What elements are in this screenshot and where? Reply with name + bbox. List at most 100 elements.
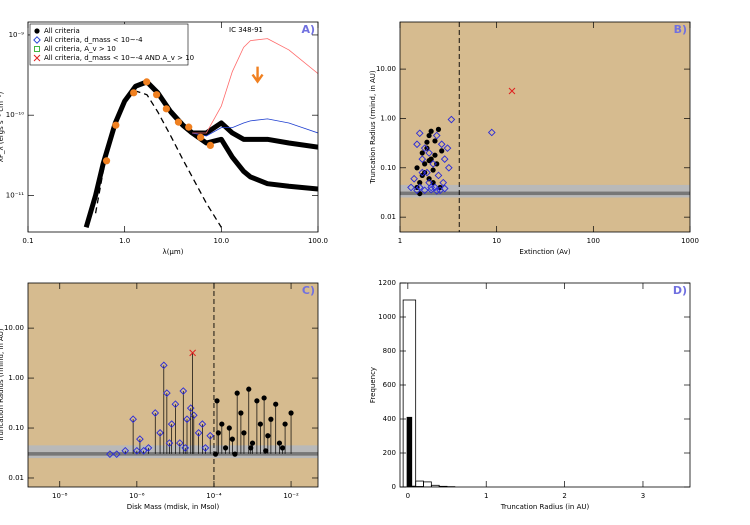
dot-marker (219, 421, 225, 427)
photometry-point (162, 105, 170, 113)
x-tick-label: 1000 (681, 237, 699, 245)
dot-marker (246, 386, 252, 392)
diamond-marker (444, 163, 453, 172)
diamond-marker (198, 420, 207, 428)
legend-label: All criteria, d_mass < 10~-4 (44, 36, 143, 44)
dot-marker (273, 401, 279, 407)
y-tick-label: 10⁻¹¹ (6, 191, 24, 199)
dot-marker (414, 165, 420, 171)
panel-label: B) (674, 23, 687, 36)
diamond-marker (129, 415, 137, 424)
plot-frame (27, 21, 319, 233)
diamond-marker (136, 435, 144, 443)
reference-band (400, 191, 690, 196)
diamond-marker (439, 178, 448, 187)
legend-box (29, 23, 189, 66)
diamond-marker (133, 446, 141, 455)
dot-marker (417, 190, 423, 197)
legend-label: All criteria (44, 27, 80, 35)
dot-marker (212, 451, 219, 457)
dot-marker (419, 150, 425, 156)
x-axis-title: λ(μm) (163, 248, 184, 256)
diamond-marker (159, 361, 168, 370)
x-tick-label: 1 (398, 237, 402, 245)
y-tick-label: 800 (383, 347, 396, 355)
diamond-marker (425, 178, 433, 187)
dot-marker (263, 448, 269, 454)
plot-frame (399, 21, 691, 233)
diamond-marker (201, 444, 210, 452)
x-axis-title: Truncation Radius (in AU) (500, 503, 590, 511)
diamond-marker (179, 387, 188, 395)
y-tick-label: 600 (383, 381, 396, 389)
diamond-marker (437, 140, 446, 149)
x-axis-title: Extinction (Av) (519, 248, 570, 256)
x-marker (189, 349, 196, 357)
y-tick-label: 0.01 (8, 474, 24, 482)
x-marker (33, 54, 41, 62)
histogram-bar (402, 299, 417, 487)
diamond-marker (434, 171, 443, 180)
model-sed (192, 118, 318, 137)
diamond-marker (139, 446, 148, 455)
plot-frame (27, 282, 319, 488)
x-tick-label: 1.0 (119, 237, 130, 245)
x-tick-label: 100 (587, 237, 600, 245)
dot-marker (424, 139, 430, 145)
dot-marker (432, 138, 438, 144)
diamond-marker (206, 431, 215, 440)
diamond-marker (432, 187, 441, 195)
dot-marker (430, 167, 436, 173)
plot-area (83, 38, 318, 229)
y-tick-label: 1.00 (380, 114, 396, 122)
diamond-marker (425, 149, 433, 157)
diamond-marker (181, 444, 190, 452)
diamond-marker (440, 184, 449, 193)
y-axis-title: Truncation Radius (rmind, in AU) (369, 70, 377, 185)
y-tick-label: 400 (383, 415, 396, 423)
diamond-marker (410, 174, 418, 183)
dot-marker (417, 180, 423, 186)
diamond-marker (447, 115, 456, 124)
y-axis-title: Frequency (369, 367, 377, 403)
diamond-marker (487, 128, 496, 137)
diamond-marker (175, 439, 184, 447)
diamond-marker (194, 429, 203, 437)
dot-marker (430, 180, 436, 186)
x-tick-label: 100.0 (308, 237, 328, 245)
x-tick-label: 1 (484, 492, 488, 500)
diamond-marker (112, 450, 121, 458)
diamond-marker (151, 409, 160, 417)
diamond-marker (427, 185, 435, 194)
dot-marker (222, 445, 229, 451)
diamond-marker (420, 186, 429, 195)
plot-area (400, 22, 690, 232)
dot-marker (34, 28, 40, 34)
y-tick-label: 0.01 (380, 213, 396, 221)
y-tick-label: 1200 (378, 279, 396, 287)
photometry-point (143, 78, 151, 86)
legend-label: All criteria, A_v > 10 (44, 45, 116, 53)
diamond-marker (183, 415, 191, 424)
diamond-marker (144, 444, 153, 452)
y-axis-title: Truncation Radius (rmind, in AU) (0, 328, 5, 443)
x-tick-label: 0.1 (22, 237, 33, 245)
dot-marker (439, 148, 445, 154)
dot-marker (241, 430, 247, 436)
y-tick-label: 1000 (378, 313, 396, 321)
dot-marker (254, 398, 260, 404)
y-tick-label: 10⁻⁹ (9, 31, 25, 39)
panel-label: C) (302, 284, 315, 297)
photometry-point (174, 118, 183, 126)
dot-marker (248, 445, 254, 451)
dot-marker (215, 430, 221, 436)
diamond-marker (106, 450, 114, 458)
diamond-marker (407, 183, 415, 192)
reference-band (28, 445, 318, 459)
y-tick-label: 1.00 (8, 374, 24, 382)
diamond-marker (429, 160, 437, 168)
dot-marker (428, 128, 434, 134)
dot-marker (261, 395, 267, 401)
